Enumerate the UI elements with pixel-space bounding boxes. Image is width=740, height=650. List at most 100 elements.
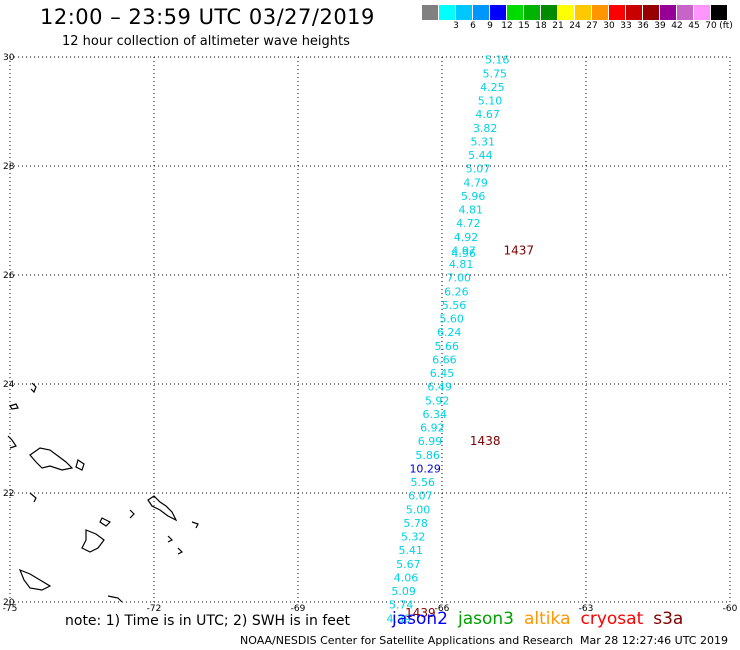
wave-height-value: 7.00 (447, 272, 472, 285)
legend-label: 42 (671, 21, 683, 31)
legend-label: 12 (501, 21, 513, 31)
wave-height-value: 4.81 (459, 204, 484, 217)
legend-label: 36 (637, 21, 649, 31)
lat-tick-label: 28 (3, 162, 15, 172)
legend-swatch (473, 5, 490, 20)
legend-swatch (507, 5, 524, 20)
lat-tick-label: 26 (3, 271, 15, 281)
wave-height-value: 6.49 (427, 381, 452, 394)
wave-height-value: 4.39 (387, 612, 412, 625)
wave-height-value: 5.75 (483, 67, 508, 80)
legend-label: 15 (518, 21, 530, 31)
legend-swatch (524, 5, 541, 20)
legend-label: 24 (569, 21, 581, 31)
satellite-label: jason3 (458, 609, 514, 629)
pass-times: 1437 1438 1439 (405, 243, 534, 619)
wave-height-value: 5.74 (389, 599, 414, 612)
wave-height-value: 4.79 (463, 176, 488, 189)
wave-height-value: 5.41 (399, 544, 424, 557)
legend-swatch (677, 5, 694, 20)
legend-label: 27 (586, 21, 598, 31)
legend-label: 3 (453, 21, 459, 31)
satellite-track: 5.165.754.255.104.673.825.315.445.074.79… (387, 54, 510, 626)
pass-time-label: 1439 (405, 606, 436, 620)
legend-labels: 3 6 9 12 15 18 21 24 27 30 33 36 39 42 45 70 (ft) (422, 21, 740, 35)
lat-tick-label: 24 (3, 380, 15, 390)
map-subtitle: 12 hour collection of altimeter wave hei… (62, 34, 350, 49)
lon-tick-label: -69 (291, 604, 306, 614)
legend-swatch (439, 5, 456, 20)
wave-height-value: 4.25 (480, 81, 505, 94)
legend-swatch (558, 5, 575, 20)
wave-height-value: 6.34 (423, 408, 448, 421)
satellite-label: altika (524, 609, 571, 629)
wave-height-value: 5.56 (442, 299, 467, 312)
pass-time-label: 1438 (470, 434, 501, 448)
legend-swatch (694, 5, 711, 20)
lon-tick-label: -60 (723, 604, 738, 614)
legend-swatch (643, 5, 660, 20)
wave-height-value: 5.09 (391, 585, 416, 598)
wave-height-value: 6.24 (437, 326, 462, 339)
legend-label: 45 (688, 21, 700, 31)
wave-height-value: 5.60 (439, 313, 464, 326)
wave-height-value: 6.66 (432, 353, 457, 366)
wave-height-value: 4.72 (456, 217, 481, 230)
legend-label: 6 (470, 21, 476, 31)
wave-height-value: 5.86 (415, 449, 440, 462)
legend-label: 30 (603, 21, 615, 31)
wave-height-value: 6.45 (430, 367, 455, 380)
lon-tick-label: -75 (3, 604, 18, 614)
wave-height-value: 6.92 (420, 422, 445, 435)
wave-height-value: 10.29 (409, 462, 441, 475)
legend-label: 33 (620, 21, 632, 31)
legend-swatch (490, 5, 507, 20)
wave-height-value: 5.31 (471, 135, 496, 148)
legend-swatch (592, 5, 609, 20)
pass-time-label: 1437 (504, 243, 535, 257)
wave-height-value: 4.67 (475, 108, 500, 121)
wave-height-value: 5.66 (435, 340, 460, 353)
lat-tick-label: 22 (3, 489, 14, 499)
wave-height-value: 4.92 (454, 231, 479, 244)
coastline (7, 382, 199, 603)
map-grid (9, 56, 731, 603)
satellite-label: s3a (653, 609, 684, 629)
lon-tick-label: -72 (147, 604, 162, 614)
wave-height-value: 6.26 (444, 285, 469, 298)
wave-height-value: 6.07 (408, 490, 433, 503)
legend-unit: (ft) (719, 21, 733, 31)
lon-tick-label: -66 (435, 604, 450, 614)
wave-height-value: 5.67 (396, 558, 421, 571)
wave-height-value: 4.06 (394, 571, 419, 584)
legend-label: 39 (654, 21, 666, 31)
wave-height-value: 4.81 (449, 258, 474, 271)
wave-height-value: 5.56 (411, 476, 436, 489)
lat-tick-label: 20 (3, 598, 15, 608)
wave-height-value: 4.97 (451, 244, 476, 257)
color-legend (422, 5, 728, 20)
wave-height-value: 5.92 (425, 394, 450, 407)
wave-height-value: 5.07 (466, 163, 491, 176)
credit-timestamp: Mar 28 12:27:46 UTC 2019 (580, 634, 728, 647)
legend-label: 9 (487, 21, 493, 31)
satellite-label: cryosat (580, 609, 644, 629)
wave-height-value: 3.82 (473, 122, 498, 135)
legend-label: 21 (552, 21, 564, 31)
credit-text: NOAA/NESDIS Center for Satellite Applica… (240, 634, 574, 647)
legend-swatch (626, 5, 643, 20)
legend-swatch (456, 5, 473, 20)
lon-tick-label: -63 (579, 604, 594, 614)
wave-height-value: 5.78 (403, 517, 428, 530)
legend-swatch (609, 5, 626, 20)
legend-swatch (711, 5, 728, 20)
legend-swatch (575, 5, 592, 20)
wave-height-value: 6.99 (418, 435, 443, 448)
wave-height-value: 5.96 (461, 190, 486, 203)
wave-height-value: 5.10 (478, 95, 503, 108)
legend-swatch (422, 5, 439, 20)
wave-height-value: 4.96 (451, 247, 476, 260)
axis-labels: -75 -72 -69 -66 -63 -60 20 22 24 26 28 30 (3, 53, 738, 614)
legend-swatch (541, 5, 558, 20)
